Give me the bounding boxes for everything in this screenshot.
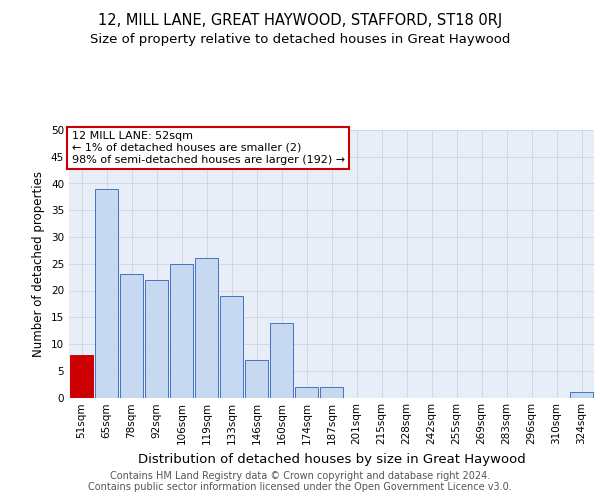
Bar <box>570 392 593 398</box>
Text: 12, MILL LANE, GREAT HAYWOOD, STAFFORD, ST18 0RJ: 12, MILL LANE, GREAT HAYWOOD, STAFFORD, … <box>98 12 502 28</box>
Text: 12 MILL LANE: 52sqm
← 1% of detached houses are smaller (2)
98% of semi-detached: 12 MILL LANE: 52sqm ← 1% of detached hou… <box>71 132 345 164</box>
Text: Size of property relative to detached houses in Great Haywood: Size of property relative to detached ho… <box>90 32 510 46</box>
Bar <box>220 296 243 398</box>
Bar <box>270 322 293 398</box>
Bar <box>145 280 168 398</box>
Bar <box>320 387 343 398</box>
Bar <box>120 274 143 398</box>
Bar <box>95 189 118 398</box>
Bar <box>195 258 218 398</box>
Y-axis label: Number of detached properties: Number of detached properties <box>32 171 46 357</box>
Bar <box>245 360 268 398</box>
Text: Contains HM Land Registry data © Crown copyright and database right 2024.
Contai: Contains HM Land Registry data © Crown c… <box>88 471 512 492</box>
X-axis label: Distribution of detached houses by size in Great Haywood: Distribution of detached houses by size … <box>137 453 526 466</box>
Bar <box>170 264 193 398</box>
Bar <box>70 354 93 398</box>
Bar <box>295 387 318 398</box>
